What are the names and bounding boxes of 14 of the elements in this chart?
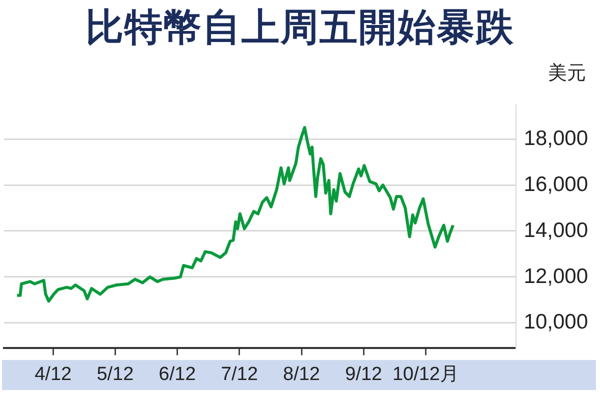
y-tick-label: 14,000 <box>524 218 588 242</box>
x-tick-label: 4/12 <box>34 364 72 385</box>
chart-title: 比特幣自上周五開始暴跌 <box>84 4 516 51</box>
x-tick-label: 5/12 <box>96 364 134 385</box>
x-tick-label: 10/12月 <box>392 364 459 385</box>
x-tick-label: 8/12 <box>283 364 320 385</box>
x-tick-label: 9/12 <box>345 364 382 385</box>
y-tick-label: 12,000 <box>524 264 588 288</box>
x-tick-label: 7/12 <box>220 364 258 385</box>
y-tick-label: 16,000 <box>524 172 588 196</box>
x-tick-label: 6/12 <box>158 364 196 385</box>
y-axis-title: 美元 <box>548 61 586 86</box>
y-tick-label: 10,000 <box>524 310 588 334</box>
y-tick-label: 18,000 <box>524 126 588 150</box>
